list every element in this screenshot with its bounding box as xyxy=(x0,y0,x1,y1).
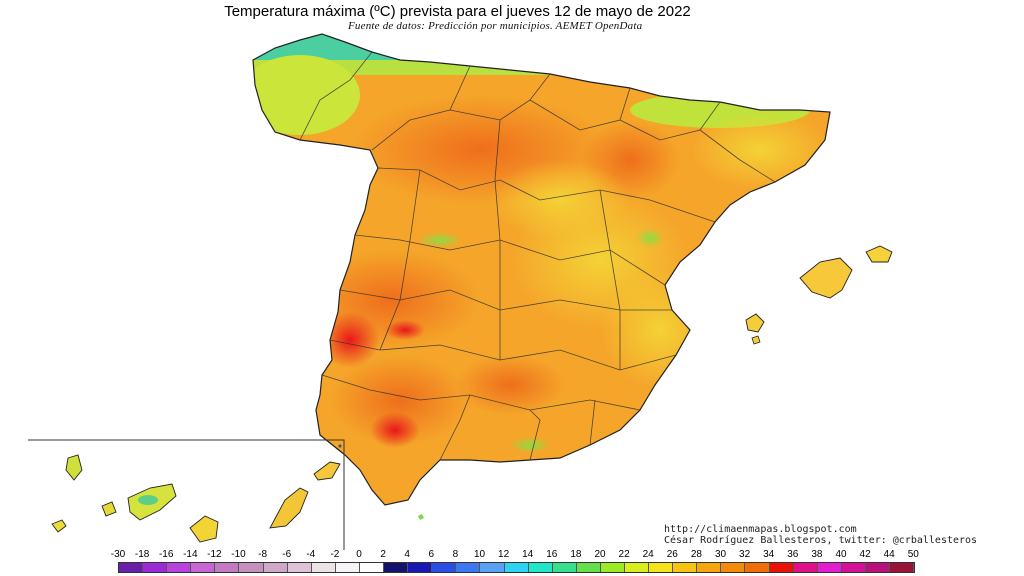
credit-url: http://climaenmapas.blogspot.com xyxy=(664,524,857,535)
legend-swatch xyxy=(769,563,794,572)
legend-swatch xyxy=(119,563,144,572)
legend-tick-label: -30 xyxy=(110,549,126,560)
legend-tick-label: 12 xyxy=(498,549,510,560)
legend-swatch xyxy=(456,563,481,572)
legend-swatch xyxy=(287,563,312,572)
legend-swatch xyxy=(215,563,240,572)
legend-tick-label: 0 xyxy=(356,549,362,560)
legend-tick-label: 28 xyxy=(690,549,702,560)
legend-swatch xyxy=(576,563,601,572)
legend-swatch xyxy=(697,563,722,572)
legend-tick-label: 8 xyxy=(452,549,459,560)
legend-tick-label: 14 xyxy=(522,549,534,560)
legend-tick-label: 50 xyxy=(907,549,919,560)
legend-tick-label: 18 xyxy=(570,549,582,560)
balearic-islands xyxy=(745,245,893,345)
peninsula xyxy=(252,33,831,506)
legend-swatch xyxy=(817,563,842,572)
legend-swatch xyxy=(408,563,433,572)
legend-tick-label: 2 xyxy=(380,549,386,560)
legend-tick-label: -10 xyxy=(231,549,246,560)
map-subtitle: Fuente de datos: Predicción por municipi… xyxy=(348,20,643,32)
legend-swatch xyxy=(865,563,890,572)
legend-tick-label: -12 xyxy=(207,549,222,560)
legend-swatch xyxy=(721,563,746,572)
legend-swatch xyxy=(793,563,818,572)
legend-tick-label: -16 xyxy=(158,549,174,560)
legend-swatch xyxy=(649,563,674,572)
legend-swatch xyxy=(890,563,915,572)
legend-swatch xyxy=(673,563,698,572)
legend-swatch xyxy=(143,563,168,572)
legend-swatch xyxy=(191,563,216,572)
legend-tick-label: 26 xyxy=(666,549,678,560)
legend-tick-label: -2 xyxy=(330,549,340,560)
legend-swatch xyxy=(504,563,529,572)
legend-swatch xyxy=(600,563,625,572)
legend-tick-label: 10 xyxy=(473,549,486,560)
legend-tick-label: 40 xyxy=(835,549,847,560)
legend-swatch xyxy=(167,563,192,572)
legend-tick-label: -18 xyxy=(134,549,150,560)
legend-tick-label: -14 xyxy=(183,549,198,560)
legend-tick-label: 20 xyxy=(594,549,606,560)
legend-swatch xyxy=(480,563,505,572)
legend-swatch xyxy=(528,563,553,572)
legend-tick-label: -8 xyxy=(258,549,268,560)
legend-swatch xyxy=(432,563,457,572)
legend-swatch xyxy=(335,563,360,572)
legend-tick-label: 22 xyxy=(618,549,630,560)
legend-swatch xyxy=(841,563,866,572)
legend-swatch xyxy=(624,563,650,572)
legend-tick-label: -6 xyxy=(282,549,292,560)
legend-swatch xyxy=(263,563,288,572)
legend-tick-label: 4 xyxy=(404,549,410,560)
legend-tick-label: 36 xyxy=(787,549,799,560)
legend-tick-label: 34 xyxy=(763,549,775,560)
legend-swatch xyxy=(311,563,336,572)
legend-tick-label: 38 xyxy=(811,549,823,560)
legend-tick-label: 24 xyxy=(642,549,654,560)
islet xyxy=(418,514,424,520)
legend-swatch xyxy=(239,563,264,572)
canary-islands-inset xyxy=(28,439,345,550)
legend-tick-label: -4 xyxy=(306,549,316,560)
legend-swatch xyxy=(384,563,409,572)
legend-swatch xyxy=(745,563,770,572)
legend-tick-label: 42 xyxy=(859,549,871,560)
legend-tick-label: 16 xyxy=(546,549,558,560)
credit-author: César Rodríguez Ballesteros, twitter: @c… xyxy=(664,535,978,546)
map-title: Temperatura máxima (ºC) prevista para el… xyxy=(224,3,691,20)
legend-color-bar xyxy=(118,562,916,573)
legend-swatch xyxy=(552,563,577,572)
legend-tick-label: 32 xyxy=(739,549,751,560)
legend-tick-label: 6 xyxy=(428,549,435,560)
legend-tick-labels: -30 -18 -16 -14 -12 -10 -8 -6 -4 -2 0 2 4 6 8 10 12 14 16 1… xyxy=(110,549,930,562)
legend-tick-label: 30 xyxy=(714,549,727,560)
province-borders xyxy=(299,51,776,461)
legend-swatch xyxy=(359,563,385,572)
legend-tick-label: 44 xyxy=(883,549,895,560)
